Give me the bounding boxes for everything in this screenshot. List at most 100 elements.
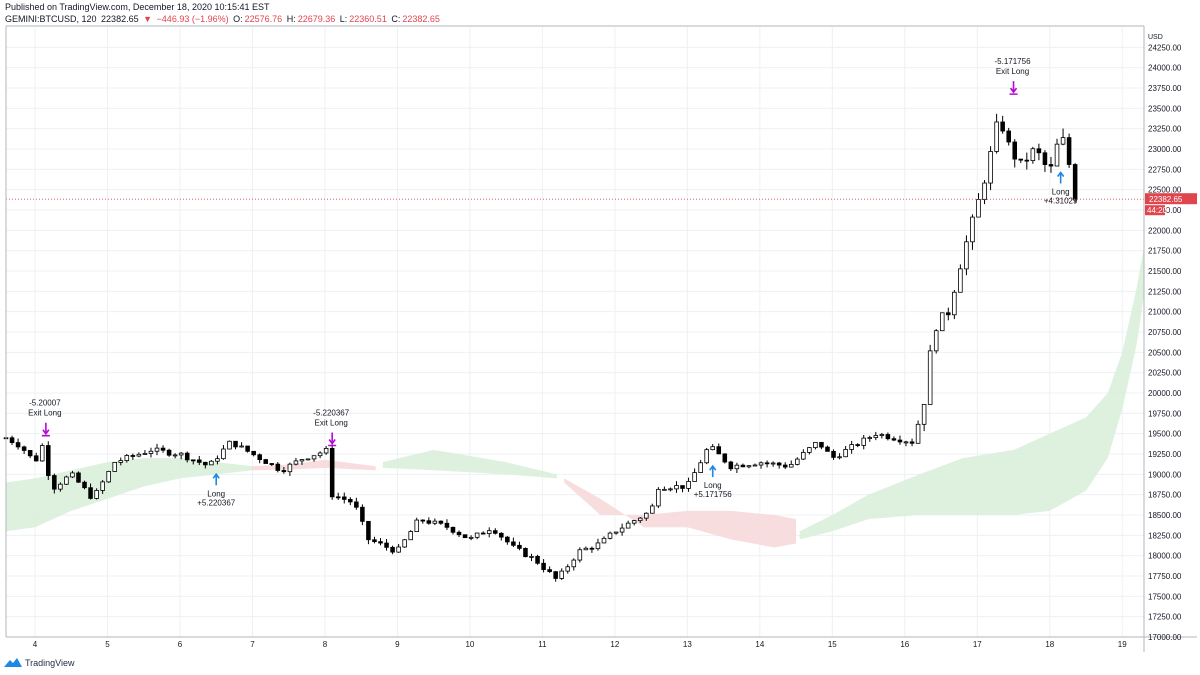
candle-body <box>15 442 21 448</box>
candle-body <box>764 462 770 465</box>
candle-body <box>245 445 250 452</box>
candle-body <box>1066 137 1072 165</box>
y-tick-label: 18750.00 <box>1148 491 1182 500</box>
candle-body <box>855 444 860 446</box>
x-tick-label: 19 <box>1118 640 1127 649</box>
low-value: 22360.51 <box>349 14 387 24</box>
x-tick-label: 5 <box>105 640 110 649</box>
candle-body <box>58 483 63 490</box>
signal-value: -5.20007 <box>29 399 61 408</box>
candle-body <box>517 544 522 549</box>
candle-body <box>287 463 293 473</box>
candle-body <box>438 520 444 524</box>
candle-body <box>776 462 782 466</box>
candle-body <box>148 450 154 454</box>
long-arrow-icon <box>709 464 717 478</box>
candle-body <box>251 450 256 456</box>
candle-body <box>619 527 625 533</box>
candle-body <box>674 485 679 490</box>
candle-body <box>142 453 148 455</box>
x-tick-label: 12 <box>610 640 619 649</box>
candle-body <box>1006 130 1011 143</box>
candle-body <box>970 216 975 243</box>
candle-body <box>190 459 196 462</box>
axes[interactable]: 17000.00 17250.00 17500.00 17750.00 18000.00… <box>5 25 1197 652</box>
candle-body <box>233 440 238 448</box>
candle-body <box>408 531 413 541</box>
candle-body <box>106 471 111 483</box>
cloud-bull <box>382 449 557 479</box>
candle-body <box>553 571 558 579</box>
candle-body <box>366 520 371 541</box>
y-tick-label: 18500.00 <box>1148 511 1182 520</box>
last-price-tag <box>1145 193 1197 205</box>
candle-body <box>915 423 921 444</box>
y-tick-label: 19500.00 <box>1148 430 1182 439</box>
candle-body <box>33 455 39 462</box>
candle-body <box>541 562 546 570</box>
candle-body <box>909 441 915 444</box>
candle-body <box>686 481 691 489</box>
candle-body <box>468 536 474 539</box>
signal-value: +4.31029 <box>1044 197 1078 206</box>
candle-body <box>130 455 136 457</box>
candle-body <box>607 532 613 539</box>
low-label: L: <box>339 14 348 24</box>
candle-body <box>511 541 516 546</box>
candle-body <box>788 463 794 468</box>
x-tick-label: 11 <box>538 640 547 649</box>
candle-body <box>76 472 81 483</box>
candle-body <box>480 532 486 535</box>
candle-body <box>46 445 51 476</box>
y-tick-label: 23250.00 <box>1148 125 1182 134</box>
candle-body <box>740 464 746 468</box>
candle-body <box>782 464 788 468</box>
signal-value: +5.220367 <box>197 498 236 507</box>
candle-body <box>414 519 420 532</box>
candle-body <box>704 449 709 464</box>
exit-arrow-icon <box>328 432 337 447</box>
candle-body <box>94 490 99 499</box>
candle-body <box>734 464 740 470</box>
signal-label: Exit Long <box>314 418 347 427</box>
candle-body <box>450 526 456 533</box>
tradingview-logo-icon <box>4 658 22 667</box>
y-tick-label: 24250.00 <box>1148 43 1182 52</box>
candle-body <box>885 434 891 440</box>
high-label: H: <box>286 14 296 24</box>
candle-body <box>770 462 776 465</box>
x-tick-label: 13 <box>683 640 692 649</box>
y-tick-label: 17250.00 <box>1148 613 1182 622</box>
high-value: 22679.36 <box>297 14 336 24</box>
candle-body <box>1024 159 1030 162</box>
x-tick-label: 15 <box>828 640 837 649</box>
candle-body <box>263 459 269 464</box>
tradingview-footer[interactable]: TradingView <box>4 657 75 668</box>
candle-body <box>1060 137 1066 145</box>
candle-body <box>27 450 33 457</box>
candle-body <box>752 464 758 467</box>
candle-body <box>82 481 87 489</box>
candle-body <box>426 520 432 524</box>
y-tick-label: 22750.00 <box>1148 165 1182 174</box>
candle-body <box>124 455 130 461</box>
candle-body <box>807 447 812 453</box>
candle-body <box>837 456 842 459</box>
cloud-bull <box>799 246 1144 540</box>
x-tick-label: 14 <box>755 640 764 649</box>
x-tick-label: 6 <box>178 640 183 649</box>
y-tick-label: 20750.00 <box>1148 328 1182 337</box>
signal-label: Long <box>704 481 722 490</box>
candle-body <box>384 542 389 548</box>
candle-body <box>275 463 281 471</box>
candle-body <box>184 452 190 461</box>
candle-body <box>662 488 667 491</box>
change-down-icon: ▼ <box>143 14 153 24</box>
candle-body <box>221 448 226 460</box>
open-value: 22576.76 <box>244 14 283 24</box>
candle-body <box>160 447 166 451</box>
candle-body <box>795 458 800 465</box>
long-arrow-icon <box>212 472 220 486</box>
candle-body <box>100 481 105 491</box>
